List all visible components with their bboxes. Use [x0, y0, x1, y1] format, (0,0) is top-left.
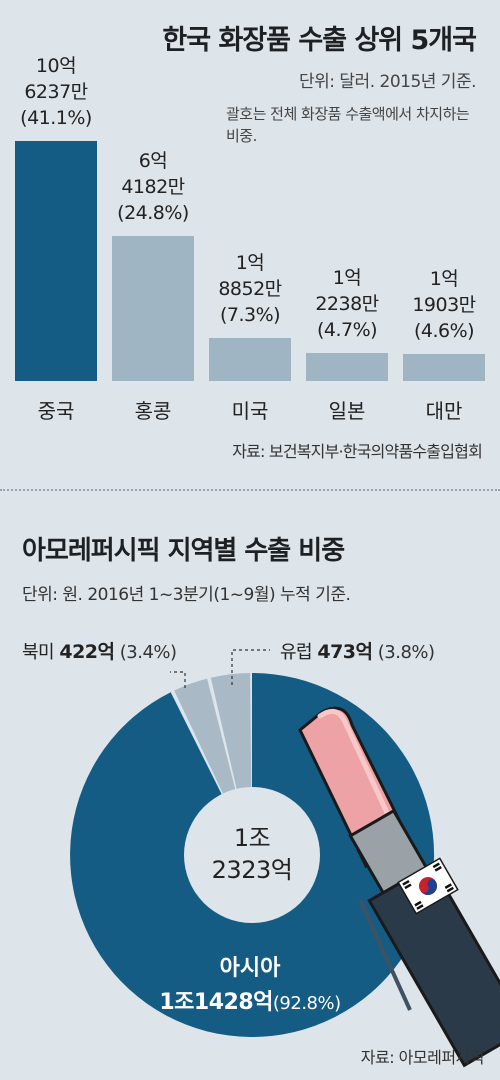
- leader-line-europe: [231, 649, 270, 685]
- bar-5: [403, 354, 485, 381]
- bar-value-label: 1억 2238만 (4.7%): [315, 267, 379, 342]
- slice-percent: (3.4%): [119, 642, 177, 663]
- parenthesis-note: 괄호는 전체 화장품 수출액에서 차지하는 비중.: [226, 105, 470, 145]
- chart-title: 아모레퍼시픽 지역별 수출 비중: [22, 536, 345, 566]
- source-note: 자료: 아모레퍼시픽: [360, 1048, 485, 1067]
- bar-2: [112, 236, 194, 381]
- slice-percent: (3.8%): [377, 642, 435, 663]
- slice-label-north-america: 북미 422억 (3.4%): [22, 637, 177, 664]
- bar-value-label: 10억 6237만 (41.1%): [20, 55, 92, 129]
- slice-value-asia: 1조1428억(92.8%): [90, 984, 410, 1016]
- slice-value: 473억: [317, 641, 373, 663]
- leader-line-north-america: [170, 671, 186, 688]
- category-label: 일본: [328, 399, 366, 423]
- slice-name: 북미: [22, 642, 55, 663]
- slice-label-asia: 아시아: [219, 956, 281, 981]
- donut-hole: [184, 787, 320, 923]
- bar-value-label: 1억 1903만 (4.6%): [412, 268, 476, 343]
- category-label: 대만: [425, 399, 463, 423]
- donut-total: 1조 2323억: [211, 824, 293, 884]
- slice-label-europe: 유럽 473억 (3.8%): [280, 637, 435, 664]
- section-divider: [0, 489, 500, 491]
- category-label: 미국: [231, 399, 269, 423]
- category-label: 홍콩: [134, 399, 172, 423]
- slice-percent: (92.8%): [272, 993, 341, 1014]
- bar-4: [306, 353, 388, 381]
- korean-flag-icon: [397, 857, 459, 915]
- slice-name: 유럽: [280, 642, 313, 663]
- source-note: 자료: 보건복지부·한국의약품수출입협회: [232, 442, 483, 461]
- bar-value-label: 1억 8852만 (7.3%): [218, 252, 282, 327]
- bar-1: [15, 141, 97, 381]
- unit-note: 단위: 달러. 2015년 기준.: [299, 72, 477, 92]
- category-label: 중국: [37, 399, 75, 423]
- lipstick-illustration: [298, 706, 500, 1068]
- slice-value: 422억: [59, 641, 115, 663]
- bar-3: [209, 338, 291, 381]
- slice-value: 1조1428억: [159, 990, 273, 1015]
- unit-note: 단위: 원. 2016년 1~3분기(1~9월) 누적 기준.: [22, 585, 351, 605]
- chart-title: 한국 화장품 수출 상위 5개국: [162, 25, 477, 56]
- bar-value-label: 6억 4182만 (24.8%): [117, 150, 189, 224]
